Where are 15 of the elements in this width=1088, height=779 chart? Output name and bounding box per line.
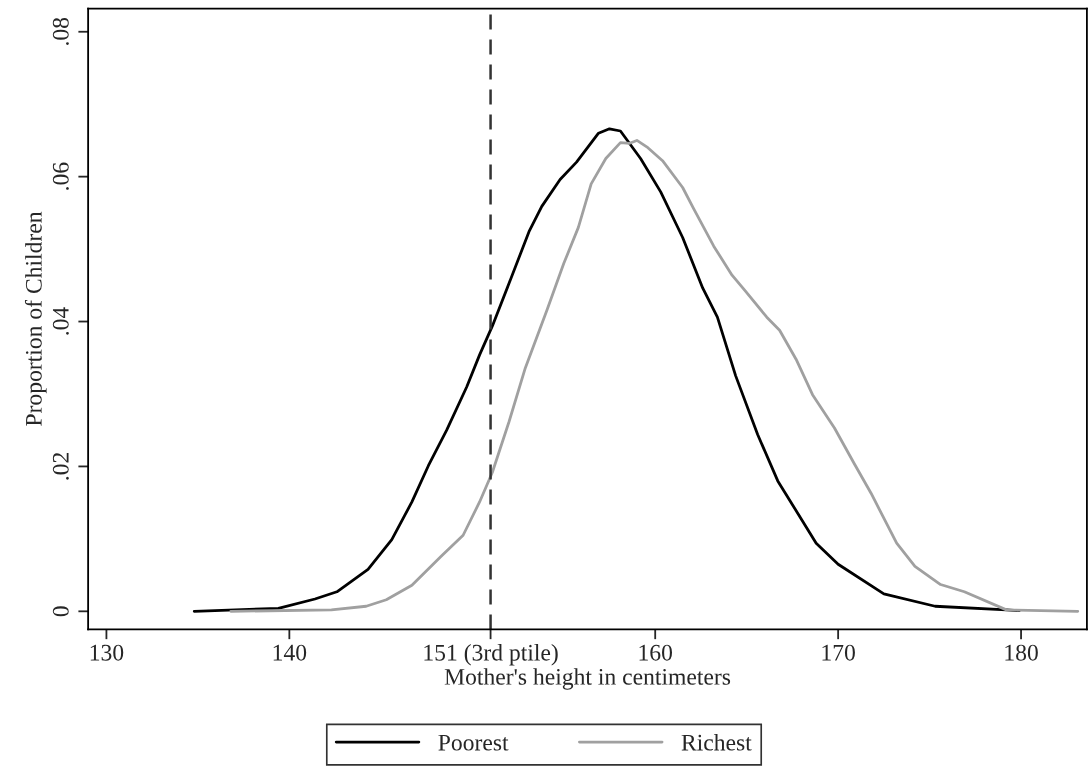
y-tick-label: .08 (52, 17, 69, 45)
legend-label: Poorest (438, 734, 509, 751)
y-axis-title: Proportion of Children (24, 211, 47, 426)
x-tick-label: 130 (90, 644, 124, 661)
x-tick-label: 151 (3rd ptile) (424, 644, 558, 666)
legend-label: Richest (681, 734, 752, 751)
x-tick-label: 180 (1005, 644, 1038, 661)
y-tick-label: 0 (52, 606, 69, 617)
x-tick-label: 160 (639, 644, 673, 661)
x-tick-label: 170 (822, 644, 855, 661)
y-tick-label: .04 (52, 307, 69, 335)
y-tick-label: .02 (52, 452, 69, 480)
x-axis-title: Mother's height in centimeters (444, 668, 731, 690)
y-tick-label: .06 (52, 162, 69, 190)
x-tick-label: 140 (273, 644, 307, 661)
